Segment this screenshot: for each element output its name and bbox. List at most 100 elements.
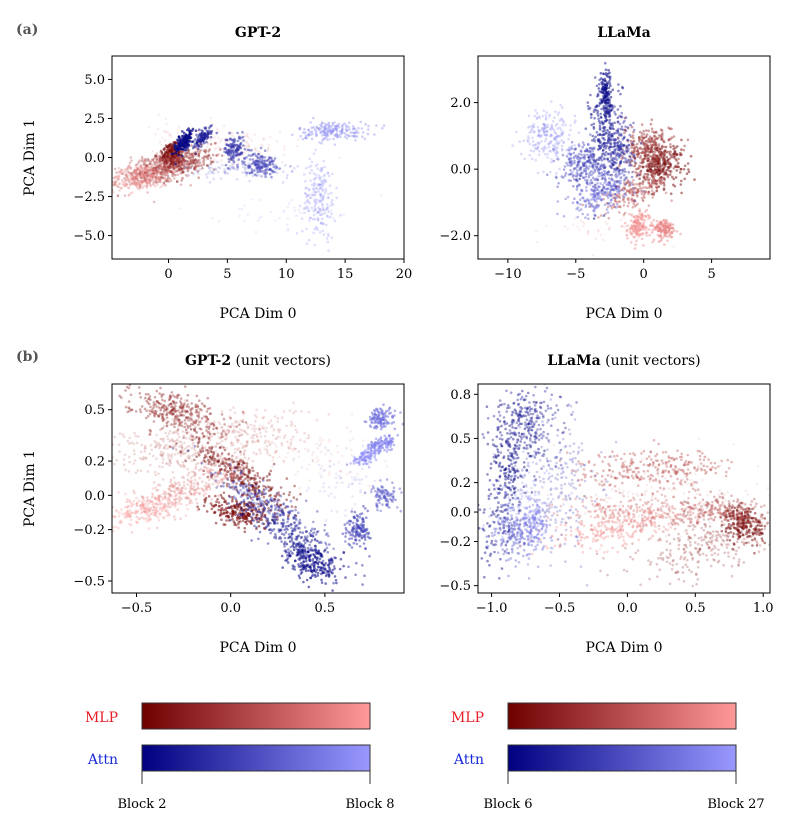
data-point bbox=[301, 229, 304, 233]
data-point bbox=[146, 173, 150, 177]
data-point bbox=[586, 101, 590, 104]
data-point bbox=[586, 231, 590, 234]
data-point bbox=[646, 150, 650, 153]
data-point bbox=[188, 154, 191, 157]
data-point bbox=[179, 167, 183, 170]
data-point bbox=[533, 130, 536, 133]
data-point bbox=[151, 168, 154, 171]
data-point bbox=[656, 155, 659, 159]
data-point bbox=[251, 174, 255, 177]
data-point bbox=[256, 219, 260, 223]
data-point bbox=[330, 129, 333, 133]
data-point bbox=[158, 180, 162, 184]
data-point bbox=[641, 161, 644, 165]
data-point bbox=[168, 159, 172, 162]
data-point bbox=[143, 167, 146, 170]
data-point bbox=[157, 176, 161, 179]
data-point bbox=[151, 163, 154, 167]
data-point bbox=[162, 157, 165, 161]
data-point bbox=[202, 163, 206, 166]
data-point bbox=[247, 145, 250, 148]
data-point bbox=[141, 172, 144, 176]
data-point bbox=[281, 210, 285, 214]
data-point bbox=[145, 166, 149, 170]
data-point bbox=[619, 104, 622, 108]
data-point bbox=[247, 143, 251, 147]
data-point bbox=[633, 156, 636, 160]
data-point bbox=[155, 166, 158, 169]
data-point bbox=[331, 121, 334, 125]
data-point bbox=[142, 160, 146, 163]
data-point bbox=[142, 162, 146, 165]
data-point bbox=[589, 116, 593, 119]
data-point bbox=[196, 165, 199, 168]
data-point bbox=[168, 154, 172, 158]
data-point bbox=[246, 132, 249, 136]
data-point bbox=[187, 168, 190, 171]
data-point bbox=[609, 165, 613, 169]
data-point bbox=[527, 114, 531, 117]
data-point bbox=[651, 240, 654, 244]
data-point bbox=[635, 153, 639, 156]
data-point bbox=[637, 230, 640, 233]
data-point bbox=[342, 213, 345, 217]
data-point bbox=[661, 158, 665, 162]
data-point bbox=[618, 162, 622, 166]
data-point bbox=[639, 147, 642, 150]
data-point bbox=[596, 188, 599, 192]
data-point bbox=[247, 136, 251, 139]
data-point bbox=[595, 104, 598, 108]
data-point bbox=[129, 171, 133, 175]
data-point bbox=[149, 184, 153, 187]
data-point bbox=[208, 148, 211, 151]
data-point bbox=[207, 166, 211, 169]
data-point bbox=[650, 146, 653, 149]
data-point bbox=[304, 192, 307, 195]
data-point bbox=[626, 237, 629, 240]
data-point bbox=[304, 180, 307, 183]
data-point bbox=[589, 133, 592, 136]
data-point bbox=[191, 155, 195, 158]
data-point bbox=[185, 165, 188, 169]
data-point bbox=[686, 162, 690, 165]
data-point bbox=[234, 149, 238, 152]
data-point bbox=[280, 160, 284, 164]
data-point bbox=[217, 153, 220, 156]
data-point bbox=[320, 124, 323, 127]
data-point bbox=[660, 145, 664, 149]
data-point bbox=[147, 159, 150, 163]
data-point bbox=[134, 177, 138, 181]
data-point bbox=[244, 477, 247, 481]
data-point bbox=[536, 125, 540, 129]
data-point bbox=[599, 115, 603, 119]
data-point bbox=[193, 166, 196, 170]
data-point bbox=[131, 179, 134, 183]
data-point bbox=[183, 146, 187, 149]
data-point bbox=[610, 173, 614, 177]
data-point bbox=[663, 221, 666, 224]
data-point bbox=[132, 182, 135, 186]
data-point bbox=[190, 161, 193, 164]
data-point bbox=[307, 238, 311, 242]
data-point bbox=[599, 182, 602, 185]
data-point bbox=[232, 139, 236, 142]
data-point bbox=[644, 135, 648, 138]
data-point bbox=[217, 136, 220, 140]
data-point bbox=[153, 172, 156, 175]
data-point bbox=[144, 166, 147, 170]
data-point bbox=[167, 161, 170, 164]
data-point bbox=[244, 171, 247, 174]
data-point bbox=[140, 155, 144, 159]
data-point bbox=[531, 127, 534, 130]
data-point bbox=[223, 170, 226, 174]
data-point bbox=[332, 217, 335, 220]
data-point bbox=[566, 152, 570, 155]
data-point bbox=[308, 196, 312, 200]
data-point bbox=[573, 167, 576, 170]
data-point bbox=[150, 175, 154, 179]
data-point bbox=[321, 229, 325, 232]
data-point bbox=[640, 142, 643, 145]
data-point bbox=[667, 229, 670, 233]
data-point bbox=[643, 154, 647, 158]
data-point bbox=[644, 215, 648, 218]
